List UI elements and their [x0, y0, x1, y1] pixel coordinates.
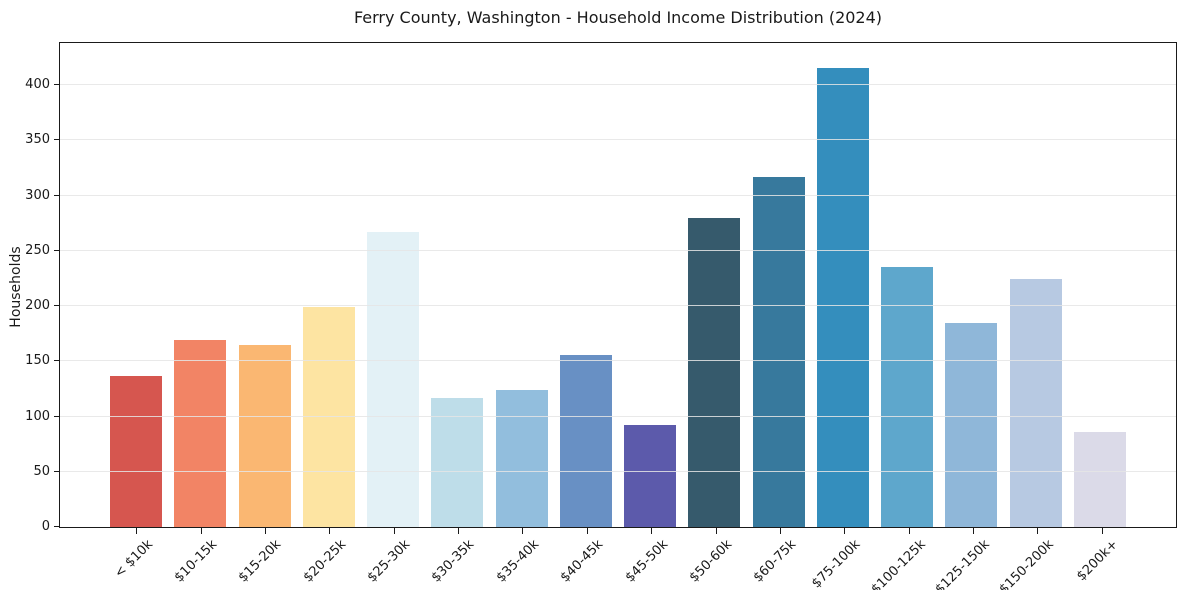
- x-tick-mark: [522, 528, 524, 534]
- gridline: [60, 194, 1176, 196]
- bar-slot: [361, 43, 425, 527]
- x-tick-label: $10-15k: [171, 537, 221, 586]
- bar-slot: [297, 43, 361, 527]
- bar-slot: [554, 43, 618, 527]
- bar-10-15k: [174, 340, 227, 527]
- x-tick-mark: [393, 528, 395, 534]
- y-tick-mark: [54, 249, 59, 251]
- bar-25-30k: [367, 231, 420, 527]
- y-tick-label: 0: [41, 519, 50, 534]
- y-tick-mark: [54, 139, 59, 141]
- x-tick-mark: [779, 528, 781, 534]
- bar-slot: [1004, 43, 1068, 527]
- gridline: [60, 84, 1176, 85]
- bar-200k: [1073, 431, 1126, 527]
- bar-100-125k: [881, 267, 934, 527]
- y-tick-label: 350: [25, 132, 50, 148]
- y-tick-mark: [54, 415, 59, 417]
- x-tick-label: $75-100k: [809, 537, 864, 590]
- x-tick-label: $30-35k: [429, 537, 478, 586]
- bar-slot: [104, 43, 168, 527]
- bar-slot: [1068, 43, 1132, 527]
- x-tick-label: $40-45k: [557, 537, 607, 586]
- bar-slot: [425, 43, 489, 527]
- bar-20-25k: [302, 307, 355, 527]
- x-tick-label: $45-50k: [622, 537, 671, 586]
- bars-layer: [60, 43, 1176, 527]
- bar-50-60k: [688, 217, 741, 527]
- x-tick-mark: [908, 528, 910, 534]
- x-tick-label: $125-150k: [932, 537, 993, 590]
- x-tick-mark: [200, 528, 202, 534]
- bar-40-45k: [559, 354, 612, 527]
- bar-30-35k: [431, 397, 484, 527]
- x-tick-mark: [844, 528, 846, 534]
- bar-slot: [747, 43, 811, 527]
- x-tick-mark: [1101, 528, 1103, 534]
- chart-title: Ferry County, Washington - Household Inc…: [353, 8, 883, 27]
- x-tick-mark: [264, 528, 266, 534]
- y-tick-label: 150: [25, 353, 50, 369]
- bar-75-100k: [816, 68, 869, 527]
- gridline: [60, 139, 1176, 141]
- y-tick-mark: [54, 470, 59, 472]
- bar-150-200k: [1009, 279, 1062, 527]
- gridline: [60, 360, 1176, 362]
- x-tick-label: $15-20k: [236, 537, 285, 586]
- bar-slot: [939, 43, 1003, 527]
- y-tick-label: 200: [25, 298, 50, 313]
- bar-125-150k: [945, 322, 998, 527]
- x-tick-mark: [586, 528, 588, 534]
- bar-slot: [811, 43, 875, 527]
- bar-slot: [490, 43, 554, 527]
- bar-45-50k: [624, 425, 677, 527]
- bar-15-20k: [238, 344, 291, 527]
- bar-10k: [110, 375, 163, 527]
- x-tick-label: $25-30k: [364, 537, 414, 586]
- bar-slot: [875, 43, 939, 527]
- x-tick-label: $100-125k: [868, 537, 929, 590]
- plot-area: 0 50 100 150 200 250 300 350 400 < $10k $10-15k $15…: [25, 42, 1177, 590]
- gridline: [60, 415, 1176, 417]
- x-tick-mark: [329, 528, 331, 534]
- y-tick-label: 400: [25, 77, 50, 92]
- x-tick-label: $200k+: [1074, 537, 1122, 585]
- x-tick-mark: [1037, 528, 1039, 534]
- x-tick-mark: [458, 528, 460, 534]
- x-tick-label: $50-60k: [686, 537, 736, 586]
- gridline: [60, 470, 1176, 472]
- y-tick-label: 50: [33, 463, 50, 479]
- y-tick-mark: [54, 360, 59, 362]
- y-tick-mark: [54, 84, 59, 85]
- x-tick-mark: [136, 528, 138, 534]
- x-tick-label: $35-40k: [493, 537, 543, 586]
- y-tick-mark: [54, 526, 59, 527]
- bar-slot: [682, 43, 746, 527]
- y-tick-mark: [54, 305, 59, 306]
- gridline: [60, 305, 1176, 306]
- x-tick-label: < $10k: [111, 537, 156, 582]
- x-tick-label: $60-75k: [751, 537, 800, 586]
- x-tick-label: $20-25k: [300, 537, 349, 586]
- y-axis-label: Households: [8, 246, 24, 328]
- y-tick-mark: [54, 194, 59, 196]
- bar-slot: [618, 43, 682, 527]
- bar-slot: [233, 43, 297, 527]
- x-tick-mark: [973, 528, 975, 534]
- y-tick-label: 100: [25, 408, 50, 424]
- x-tick-mark: [651, 528, 653, 534]
- y-tick-label: 300: [25, 187, 50, 203]
- bar-slot: [168, 43, 232, 527]
- gridline: [60, 249, 1176, 251]
- x-tick-mark: [715, 528, 717, 534]
- x-tick-label: $150-200k: [996, 537, 1058, 590]
- y-tick-label: 250: [25, 242, 50, 258]
- bar-60-75k: [752, 176, 805, 527]
- bar-35-40k: [495, 389, 548, 527]
